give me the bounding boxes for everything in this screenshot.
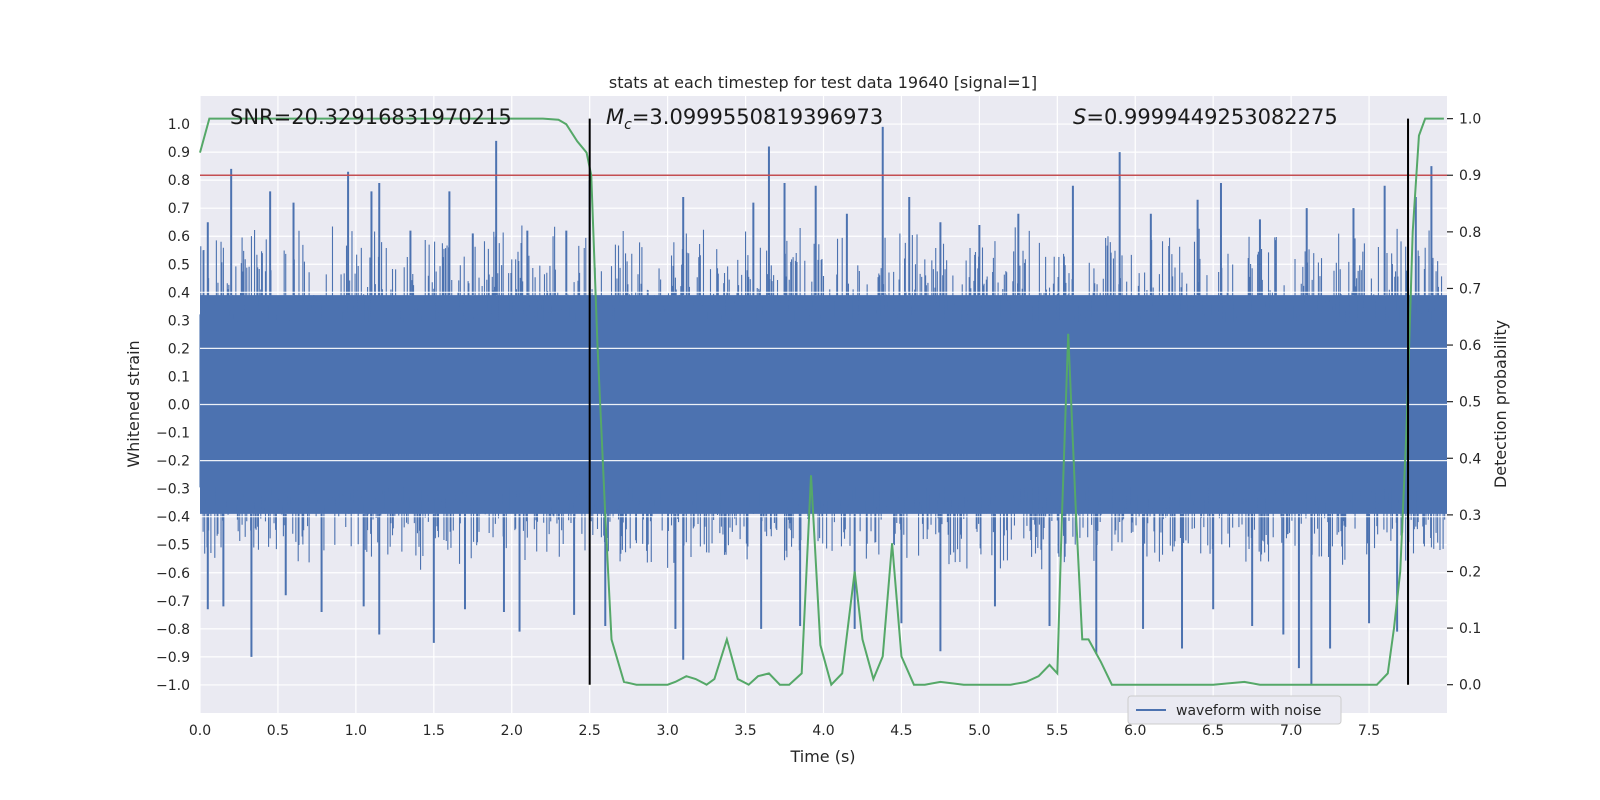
x-tick-label-15: 7.5 xyxy=(1358,723,1380,739)
x-tick-label-5: 2.5 xyxy=(579,723,601,739)
legend-label-waveform: waveform with noise xyxy=(1176,703,1321,719)
x-tick-label-10: 5.0 xyxy=(968,723,990,739)
y-tick-label-0: 1.0 xyxy=(168,117,190,133)
y-tick-label-4: 0.6 xyxy=(168,229,190,245)
chirp-mass-subscript: c xyxy=(624,117,632,133)
y-tick-label-14: −0.4 xyxy=(156,510,190,526)
detection-probability-series xyxy=(199,117,1447,687)
y-right-tick-label-0: 1.0 xyxy=(1459,112,1481,128)
chart-title: stats at each timestep for test data 196… xyxy=(609,73,1037,92)
x-tick-label-12: 6.0 xyxy=(1124,723,1146,739)
detection-probability-line xyxy=(199,117,1444,687)
legend-box xyxy=(1127,695,1342,725)
y-right-tick-label-8: 0.2 xyxy=(1459,564,1481,580)
y-tick-label-3: 0.7 xyxy=(168,201,190,217)
chirp-mass-annotation: Mc=3.0999550819396973 xyxy=(606,105,883,133)
x-tick-label-13: 6.5 xyxy=(1202,723,1224,739)
y-tick-label-7: 0.3 xyxy=(168,313,190,329)
snr-annotation: SNR=20.32916831970215 xyxy=(230,105,512,129)
y-tick-label-10: 0.0 xyxy=(168,398,190,414)
y-tick-label-1: 0.9 xyxy=(168,145,190,161)
x-tick-label-0: 0.0 xyxy=(189,723,211,739)
x-tick-label-11: 5.5 xyxy=(1046,723,1068,739)
chirp-mass-symbol: M xyxy=(606,105,624,129)
vertical-markers xyxy=(588,118,1410,685)
x-tick-label-4: 2.0 xyxy=(501,723,523,739)
x-tick-label-6: 3.0 xyxy=(656,723,678,739)
y-right-tick-label-7: 0.3 xyxy=(1459,508,1481,524)
y-tick-label-17: −0.7 xyxy=(156,594,190,610)
score-symbol: S xyxy=(1073,105,1086,129)
y-tick-label-18: −0.8 xyxy=(156,622,190,638)
x-tick-label-1: 0.5 xyxy=(267,723,289,739)
score-annotation: S=0.9999449253082275 xyxy=(1073,105,1338,129)
y-tick-label-11: −0.1 xyxy=(156,426,190,442)
legend: waveform with noise xyxy=(1127,695,1342,725)
y-tick-label-16: −0.6 xyxy=(156,566,190,582)
x-tick-label-3: 1.5 xyxy=(423,723,445,739)
y-right-tick-label-10: 0.0 xyxy=(1459,678,1481,694)
y-right-tick-label-9: 0.1 xyxy=(1459,621,1481,637)
ticks: 0.0 0.5 1.0 1.5 2.0 2.5 3.0 3.5 4.0 4.5 5.0 5.5 6.0 6… xyxy=(156,112,1481,739)
score-value: =0.9999449253082275 xyxy=(1086,105,1337,129)
waveform-series xyxy=(199,126,1447,685)
x-tick-label-2: 1.0 xyxy=(345,723,367,739)
y-axis-label: Whitened strain xyxy=(124,340,143,467)
chirp-mass-value: =3.0999550819396973 xyxy=(632,105,883,129)
y-right-tick-label-2: 0.8 xyxy=(1459,225,1481,241)
y-tick-label-12: −0.2 xyxy=(156,454,190,470)
x-tick-label-14: 7.0 xyxy=(1280,723,1302,739)
waveform-noise xyxy=(199,225,1447,570)
y-tick-label-2: 0.8 xyxy=(168,173,190,189)
x-tick-label-9: 4.5 xyxy=(890,723,912,739)
y-tick-label-19: −0.9 xyxy=(156,650,190,666)
y-right-tick-label-1: 0.9 xyxy=(1459,168,1481,184)
y-tick-label-20: −1.0 xyxy=(156,678,190,694)
y-right-tick-label-5: 0.5 xyxy=(1459,395,1481,411)
y-right-tick-label-4: 0.6 xyxy=(1459,338,1481,354)
x-tick-label-8: 4.0 xyxy=(812,723,834,739)
y-tick-label-6: 0.4 xyxy=(168,285,190,301)
y-right-tick-label-3: 0.7 xyxy=(1459,281,1481,297)
y-tick-label-5: 0.5 xyxy=(168,257,190,273)
y-tick-label-8: 0.2 xyxy=(168,341,190,357)
y-right-tick-label-6: 0.4 xyxy=(1459,451,1481,467)
x-axis-label: Time (s) xyxy=(789,747,855,766)
y-tick-label-15: −0.5 xyxy=(156,538,190,554)
x-tick-label-7: 3.5 xyxy=(734,723,756,739)
y-tick-label-9: 0.1 xyxy=(168,369,190,385)
y-right-axis-label: Detection probability xyxy=(1491,320,1510,488)
y-tick-label-13: −0.3 xyxy=(156,482,190,498)
